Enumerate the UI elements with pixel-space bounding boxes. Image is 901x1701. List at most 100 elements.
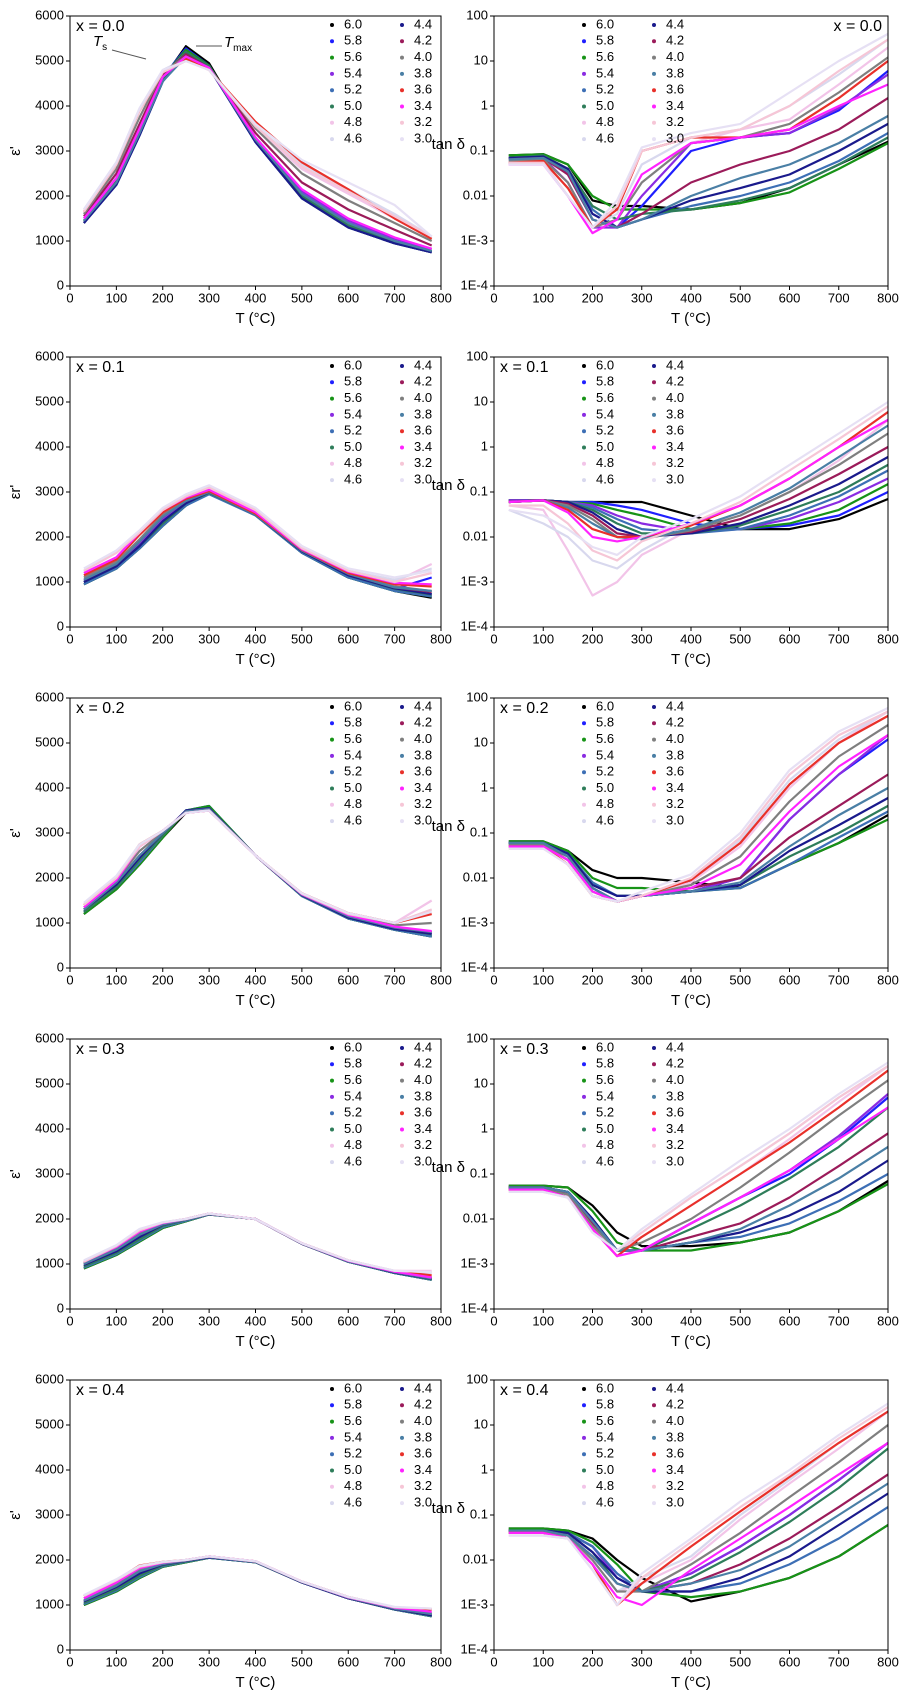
legend-marker [330, 786, 334, 791]
legend-marker [582, 705, 586, 709]
x-tick-label: 200 [582, 1313, 604, 1328]
y-tick-label: 0.1 [470, 1165, 488, 1180]
legend-marker [400, 770, 404, 775]
legend-label: 4.0 [666, 1413, 684, 1428]
legend-marker [330, 737, 334, 742]
x-tick-label: 700 [384, 631, 406, 646]
x-tick-label: 800 [430, 290, 452, 305]
y-tick-label: 100 [466, 7, 488, 22]
legend-label: 4.0 [666, 731, 684, 746]
x-axis-label: T (°C) [671, 1674, 711, 1691]
x-tick-label: 300 [631, 290, 653, 305]
y-tick-label: 5000 [35, 393, 64, 408]
x-tick-label: 600 [337, 1313, 359, 1328]
x-tick-label: 800 [430, 1313, 452, 1328]
legend-marker [582, 1403, 586, 1408]
y-axis-label: tan δ [432, 818, 465, 835]
series-line [508, 1106, 889, 1252]
legend-marker [652, 1419, 656, 1424]
legend-label: 5.8 [344, 715, 362, 730]
x-tick-label: 400 [680, 290, 702, 305]
y-tick-label: 5000 [35, 1416, 64, 1431]
series-line [83, 490, 432, 588]
y-tick-label: 0.01 [463, 1210, 488, 1225]
legend-label: 4.6 [596, 131, 614, 146]
x-axis-label: T (°C) [671, 651, 711, 668]
x-tick-label: 400 [245, 972, 267, 987]
legend-label: 6.0 [596, 1380, 614, 1395]
y-tick-label: 5000 [35, 734, 64, 749]
panel-title: x = 0.3 [76, 1041, 125, 1058]
legend-label: 4.2 [414, 1056, 432, 1071]
series-line [83, 804, 432, 938]
legend-label: 5.2 [344, 1446, 362, 1461]
legend-label: 5.6 [596, 390, 614, 405]
x-tick-label: 100 [106, 290, 128, 305]
legend-marker [330, 1094, 334, 1099]
x-tick-label: 700 [828, 1654, 850, 1669]
legend-label: 3.4 [666, 1462, 684, 1477]
series-line [83, 486, 432, 584]
legend-label: 4.0 [666, 1072, 684, 1087]
x-axis-label: T (°C) [671, 1333, 711, 1350]
legend-marker [652, 753, 656, 758]
legend-label: 4.8 [596, 114, 614, 129]
legend-label: 3.2 [414, 114, 432, 129]
y-tick-label: 1 [481, 438, 488, 453]
y-tick-label: 1000 [35, 914, 64, 929]
legend-label: 5.2 [596, 764, 614, 779]
legend-label: 6.0 [596, 1039, 614, 1054]
legend-marker [330, 380, 334, 385]
x-tick-label: 800 [877, 290, 899, 305]
legend-label: 4.4 [414, 1039, 432, 1054]
series-line [508, 1402, 889, 1607]
y-tick-label: 6000 [35, 1371, 64, 1386]
series-line [508, 818, 889, 893]
legend-label: 5.6 [344, 49, 362, 64]
series-line [508, 1442, 889, 1593]
legend-marker [400, 429, 404, 434]
panel: 0 100 200 300 400 500 600 700 800 0 1000 2000 3000 40… [7, 7, 452, 327]
x-tick-label: 400 [245, 1313, 267, 1328]
legend-marker [330, 137, 334, 142]
legend-label: 4.8 [344, 455, 362, 470]
legend-label: 5.4 [596, 1429, 614, 1444]
y-tick-label: 100 [466, 1371, 488, 1386]
legend-label: 3.6 [666, 1105, 684, 1120]
legend-label: 3.6 [666, 423, 684, 438]
legend-marker [582, 445, 586, 450]
legend-marker [652, 1160, 656, 1165]
legend-label: 4.0 [666, 390, 684, 405]
series-line [508, 97, 889, 229]
y-tick-label: 2000 [35, 528, 64, 543]
series-line [508, 419, 889, 597]
legend-marker [652, 55, 656, 60]
legend-label: 3.0 [666, 131, 684, 146]
legend-label: 5.8 [596, 1056, 614, 1071]
legend-label: 4.6 [596, 1154, 614, 1169]
x-axis-label: T (°C) [236, 310, 276, 327]
legend-marker [400, 1435, 404, 1440]
x-tick-label: 100 [532, 972, 554, 987]
x-axis-label: T (°C) [671, 992, 711, 1009]
legend-label: 3.2 [666, 1478, 684, 1493]
legend-marker [330, 1452, 334, 1457]
legend-label: 4.4 [666, 16, 684, 31]
legend-marker [330, 1111, 334, 1116]
y-tick-label: 1 [481, 1461, 488, 1476]
legend-label: 4.2 [414, 33, 432, 48]
legend-label: 5.0 [596, 1121, 614, 1136]
legend-marker [400, 705, 404, 709]
panel: 0 100 200 300 400 500 600 700 800 1E-4 1E-3 0.01 0.1… [432, 1030, 899, 1350]
legend-marker [652, 1111, 656, 1116]
x-tick-label: 400 [680, 1654, 702, 1669]
y-tick-label: 100 [466, 1030, 488, 1045]
series-line [83, 1556, 432, 1617]
x-axis-label: T (°C) [236, 1333, 276, 1350]
legend-marker [330, 120, 334, 125]
legend-label: 4.2 [414, 374, 432, 389]
legend-label: 5.2 [344, 1105, 362, 1120]
legend-marker [330, 819, 334, 824]
legend-label: 5.0 [344, 98, 362, 113]
series-line [83, 50, 432, 253]
